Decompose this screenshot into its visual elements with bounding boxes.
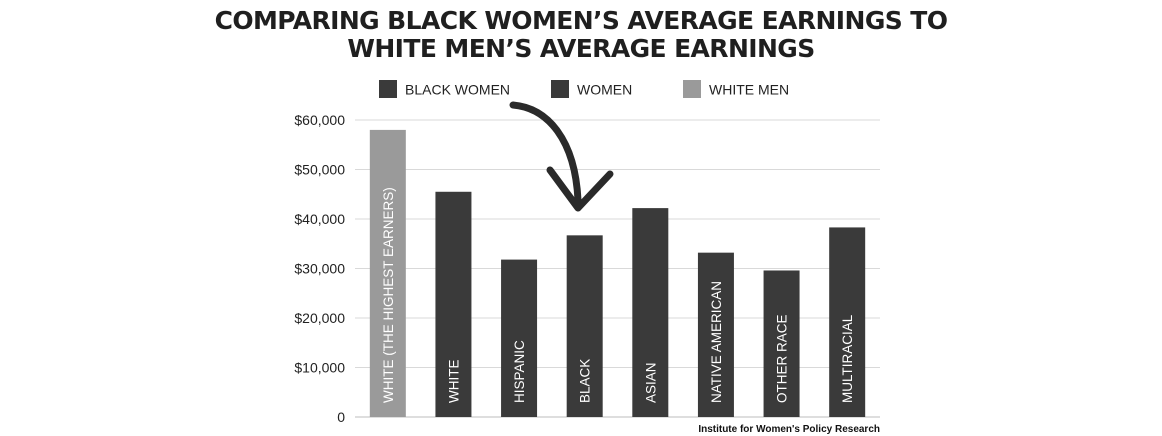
y-tick-label: $10,000 xyxy=(294,360,345,376)
bar xyxy=(369,129,406,417)
legend-swatch xyxy=(551,80,569,98)
bar xyxy=(697,252,734,417)
gridlines xyxy=(355,119,880,418)
legend-swatch xyxy=(379,80,397,98)
bar-category-label: OTHER RACE xyxy=(775,314,790,403)
legend-label: WOMEN xyxy=(577,82,632,98)
bar xyxy=(763,270,800,417)
bar-category-label: HISPANIC xyxy=(512,340,527,403)
chart-title-line-1: COMPARING BLACK WOMEN’S AVERAGE EARNINGS… xyxy=(214,6,948,35)
bar-category-label: ASIAN xyxy=(643,362,658,403)
y-tick-label: $60,000 xyxy=(294,112,345,128)
bar-category-label: WHITE xyxy=(446,360,461,404)
bar xyxy=(829,227,866,417)
y-tick-label: 0 xyxy=(337,409,345,425)
legend-label: WHITE MEN xyxy=(709,82,789,98)
legend: BLACK WOMEN WOMEN WHITE MEN xyxy=(379,80,789,98)
arrow-head xyxy=(546,166,614,212)
source-note: Institute for Women's Policy Research xyxy=(698,424,880,435)
bars: WHITE (THE HIGHEST EARNERS) WHITE HISPANIC… xyxy=(369,129,866,417)
legend-swatch xyxy=(683,80,701,98)
bar-category-label: MULTIRACIAL xyxy=(840,314,855,403)
bar xyxy=(501,259,538,417)
chart-title-line-2: WHITE MEN’S AVERAGE EARNINGS xyxy=(347,34,815,63)
legend-label: BLACK WOMEN xyxy=(405,82,510,98)
y-axis-ticks: 0 $10,000 $20,000 $30,000 $40,000 $50,000 $60,… xyxy=(294,112,345,425)
annotation-arrow xyxy=(509,101,614,212)
bar-category-label: NATIVE AMERICAN xyxy=(709,281,724,403)
bar-category-label: BLACK xyxy=(578,359,593,403)
bar xyxy=(435,191,472,417)
bar xyxy=(632,208,669,417)
arrow-shaft xyxy=(509,101,582,204)
y-tick-label: $40,000 xyxy=(294,211,345,227)
y-tick-label: $30,000 xyxy=(294,261,345,277)
y-tick-label: $20,000 xyxy=(294,310,345,326)
y-tick-label: $50,000 xyxy=(294,162,345,178)
bar-category-label: WHITE (THE HIGHEST EARNERS) xyxy=(381,187,396,403)
bar xyxy=(566,235,603,417)
